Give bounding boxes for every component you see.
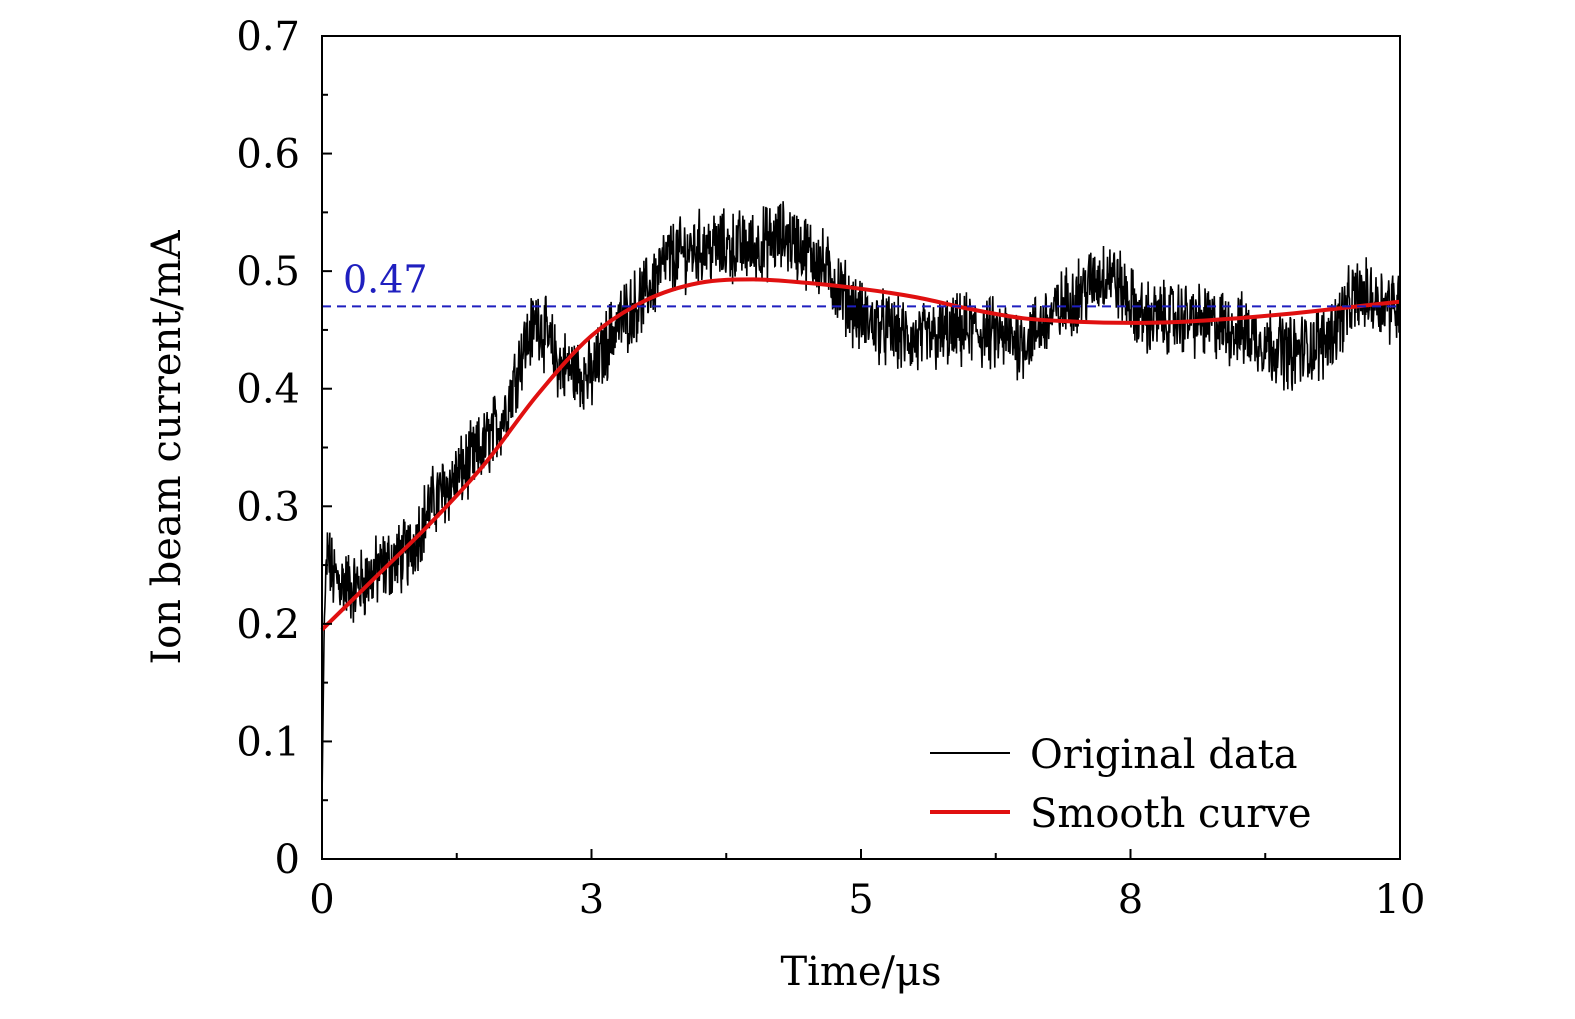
y-tick-label: 0.2 — [236, 602, 300, 648]
series-layer — [320, 201, 1401, 801]
y-tick-label: 0.6 — [236, 132, 300, 178]
reference-layer: 0.47 — [322, 257, 1400, 308]
y-tick-label: 0.4 — [236, 367, 300, 413]
y-tick-label: 0.5 — [236, 249, 300, 295]
series-smooth-curve-line — [320, 277, 1401, 632]
y-tick-label: 0.3 — [236, 484, 300, 530]
legend: Original data Smooth curve — [930, 732, 1312, 837]
x-axis-title: Time/μs — [780, 949, 941, 995]
y-tick-label: 0.7 — [236, 14, 300, 60]
x-tick-label: 10 — [1375, 877, 1426, 923]
legend-label: Smooth curve — [1030, 791, 1312, 837]
axis-layer: 0 0.1 0.2 0.3 0.4 0.5 0.6 0.7 0 3 5 8 10 — [236, 14, 1425, 923]
reference-line-label: 0.47 — [343, 257, 428, 301]
x-tick-label: 3 — [579, 877, 604, 923]
x-tick-label: 5 — [848, 877, 873, 923]
y-tick-label: 0 — [275, 837, 300, 883]
series-original-data-line — [321, 201, 1401, 801]
y-tick-label: 0.1 — [236, 719, 300, 765]
y-axis-title: Ion beam current/mA — [144, 229, 190, 664]
x-tick-label: 8 — [1118, 877, 1143, 923]
legend-label: Original data — [1030, 732, 1298, 778]
x-tick-label: 0 — [309, 877, 334, 923]
